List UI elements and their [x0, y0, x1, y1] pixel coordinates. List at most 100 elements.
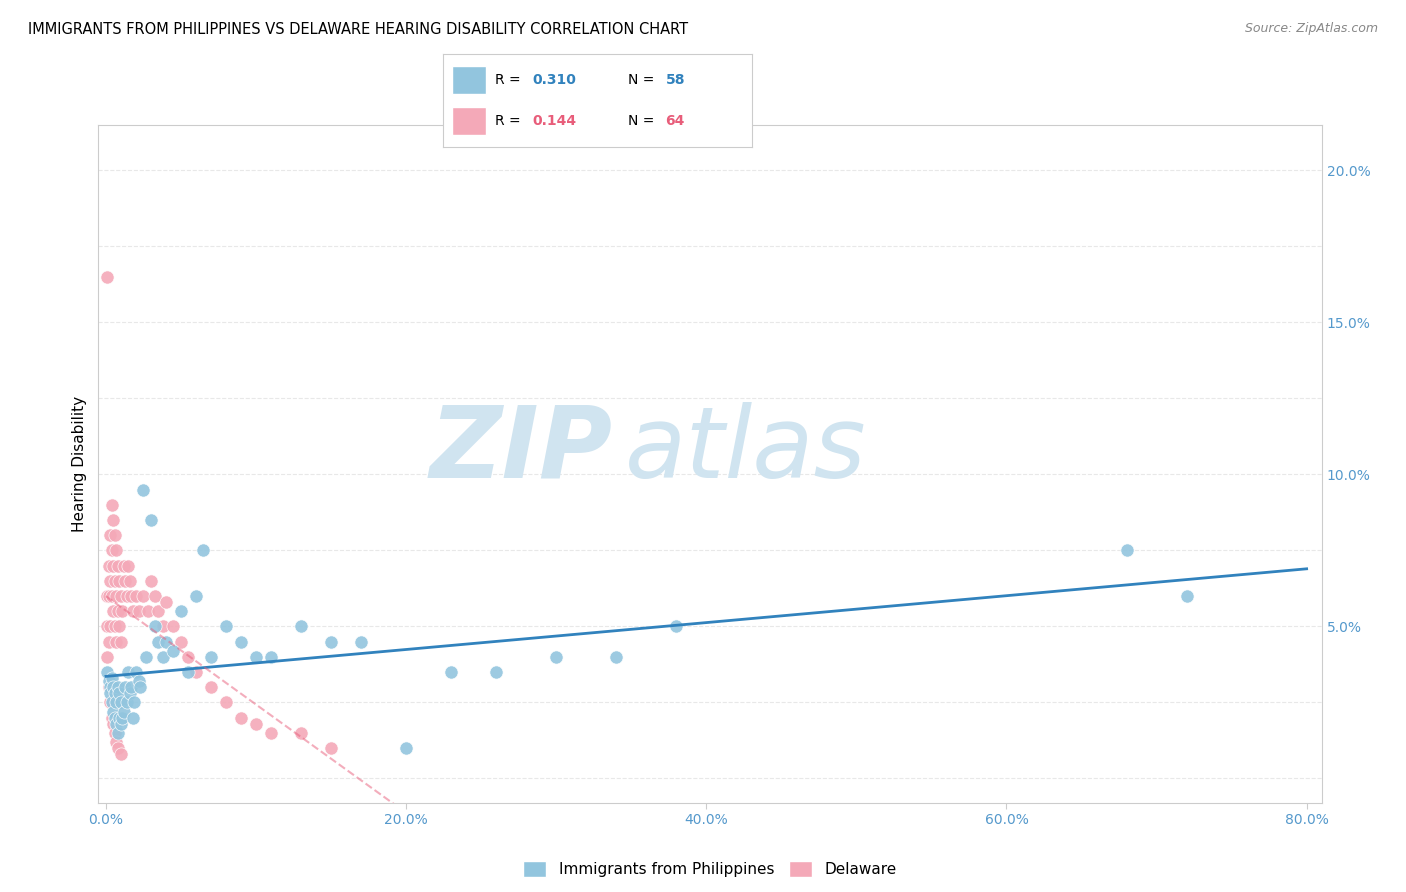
Point: [145, 619, 167, 633]
Point: [112, 558, 135, 573]
Point: [97, 634, 120, 648]
Point: [170, 604, 193, 618]
Point: [148, 634, 170, 648]
Point: [105, 543, 128, 558]
Point: [103, 558, 125, 573]
Point: [117, 665, 139, 679]
Point: [135, 649, 157, 664]
Point: [260, 649, 283, 664]
Point: [100, 528, 122, 542]
Point: [101, 589, 124, 603]
Point: [107, 726, 129, 740]
Point: [155, 634, 177, 648]
Point: [117, 558, 139, 573]
Point: [104, 711, 127, 725]
Point: [111, 711, 134, 725]
Point: [132, 483, 155, 497]
Point: [104, 619, 127, 633]
Text: atlas: atlas: [624, 401, 866, 499]
Bar: [453, 107, 486, 135]
Point: [184, 589, 207, 603]
Point: [215, 619, 238, 633]
Point: [101, 543, 124, 558]
Point: [1175, 589, 1198, 603]
Point: [105, 716, 128, 731]
Point: [145, 589, 167, 603]
Point: [108, 711, 131, 725]
Text: N =: N =: [628, 73, 659, 87]
Point: [103, 604, 125, 618]
Text: Source: ZipAtlas.com: Source: ZipAtlas.com: [1244, 22, 1378, 36]
Point: [97, 589, 120, 603]
Point: [100, 574, 122, 588]
Text: N =: N =: [628, 114, 659, 128]
Point: [152, 649, 174, 664]
Point: [115, 696, 138, 710]
Point: [170, 634, 193, 648]
Point: [200, 649, 222, 664]
Point: [139, 513, 162, 527]
Legend: Immigrants from Philippines, Delaware: Immigrants from Philippines, Delaware: [517, 855, 903, 883]
Point: [108, 686, 131, 700]
Point: [136, 604, 159, 618]
Text: 0.144: 0.144: [533, 114, 576, 128]
Point: [101, 498, 124, 512]
Point: [245, 649, 267, 664]
Point: [105, 589, 128, 603]
Point: [107, 680, 129, 694]
Point: [104, 686, 127, 700]
Point: [485, 665, 508, 679]
Point: [440, 665, 463, 679]
Point: [103, 716, 125, 731]
Point: [100, 680, 122, 694]
Bar: [453, 66, 486, 94]
Point: [395, 741, 418, 756]
Point: [114, 680, 136, 694]
Point: [101, 711, 124, 725]
Point: [97, 674, 120, 689]
Point: [122, 604, 145, 618]
Point: [1115, 543, 1137, 558]
Point: [110, 696, 132, 710]
Point: [200, 680, 222, 694]
Point: [100, 619, 122, 633]
Point: [105, 696, 128, 710]
Point: [125, 589, 148, 603]
Point: [110, 589, 132, 603]
Point: [96, 649, 118, 664]
Point: [152, 619, 174, 633]
Text: 58: 58: [665, 73, 685, 87]
Point: [177, 649, 200, 664]
Point: [97, 558, 120, 573]
Point: [155, 595, 177, 609]
Point: [260, 726, 283, 740]
Point: [193, 543, 215, 558]
Point: [118, 686, 141, 700]
Point: [184, 665, 207, 679]
Point: [112, 705, 135, 719]
Point: [129, 680, 152, 694]
Text: R =: R =: [495, 73, 526, 87]
Point: [665, 619, 688, 633]
Point: [177, 665, 200, 679]
Point: [290, 726, 312, 740]
Point: [108, 619, 131, 633]
Point: [105, 634, 128, 648]
Point: [104, 726, 127, 740]
Point: [546, 649, 568, 664]
Point: [97, 680, 120, 694]
Point: [139, 574, 162, 588]
Point: [105, 735, 128, 749]
Point: [148, 604, 170, 618]
Point: [96, 589, 118, 603]
Point: [229, 711, 252, 725]
Point: [107, 558, 129, 573]
Point: [118, 574, 141, 588]
Point: [605, 649, 627, 664]
Point: [229, 634, 252, 648]
Point: [120, 680, 142, 694]
Point: [350, 634, 373, 648]
Point: [128, 674, 150, 689]
Point: [96, 269, 118, 284]
Point: [215, 696, 238, 710]
